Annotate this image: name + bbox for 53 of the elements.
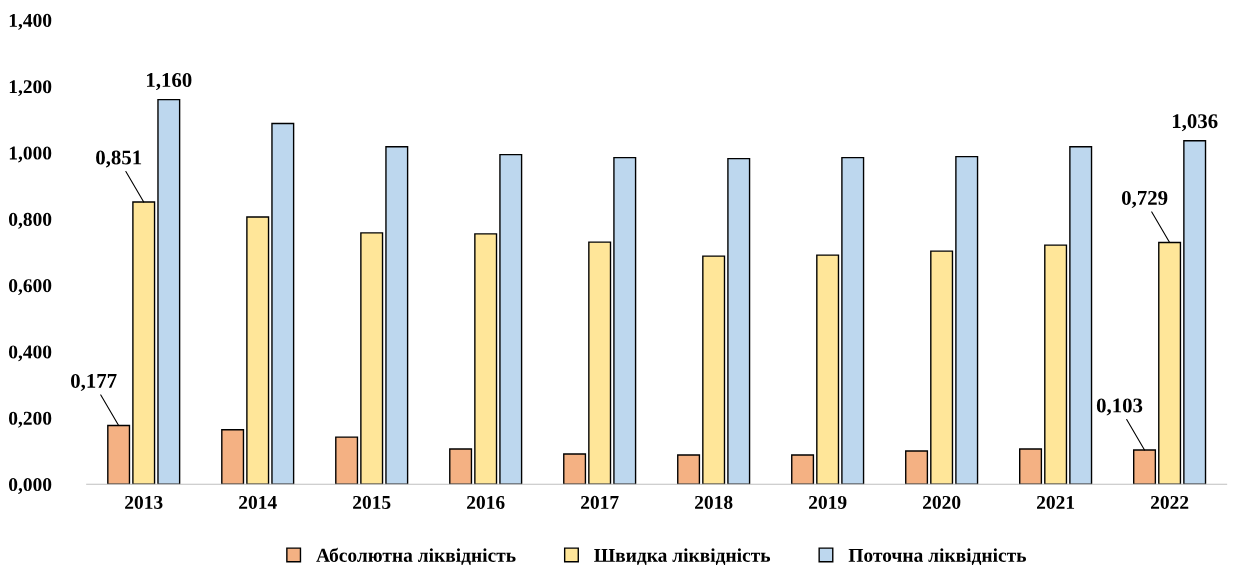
x-tick-label: 2013	[125, 495, 163, 509]
legend-label: Швидка ліквідність	[594, 548, 771, 566]
legend-label: Абсолютна ліквідність	[316, 547, 516, 566]
data-label: 0,851	[96, 150, 142, 168]
bar	[221, 429, 245, 485]
bar	[360, 232, 384, 485]
y-tick-label: 0,400	[9, 345, 52, 362]
data-label: 0,103	[1096, 398, 1143, 416]
bar	[157, 98, 181, 485]
legend-label: Поточна ліквідність	[848, 548, 1026, 566]
bar	[930, 250, 954, 485]
bar	[449, 448, 473, 485]
bar	[474, 233, 498, 485]
y-tick-label: 1,200	[9, 80, 52, 97]
x-tick-label: 2014	[239, 495, 277, 509]
bar	[702, 255, 726, 485]
bar	[791, 454, 815, 485]
x-tick-label: 2021	[1037, 495, 1075, 509]
bar	[246, 216, 270, 485]
x-tick-label: 2016	[467, 495, 505, 509]
y-tick-label: 0,000	[9, 478, 52, 494]
bar	[677, 454, 701, 485]
bar	[1044, 244, 1068, 485]
y-tick-label: 1,400	[9, 13, 52, 30]
bar	[816, 254, 840, 485]
bar	[1069, 146, 1093, 485]
bar	[905, 450, 929, 485]
bar	[499, 153, 523, 485]
data-label: 1,160	[147, 73, 192, 91]
bar	[271, 122, 295, 485]
bar	[727, 157, 751, 485]
bar	[955, 155, 979, 485]
data-label: 0,177	[71, 373, 117, 391]
y-tick-label: 0,800	[9, 212, 52, 229]
y-tick-label: 0,600	[9, 279, 52, 296]
x-tick-label: 2020	[923, 495, 961, 509]
bar	[613, 156, 637, 485]
bar	[1183, 140, 1207, 485]
bar	[1019, 448, 1043, 485]
x-tick-label: 2018	[695, 495, 733, 509]
x-tick-label: 2022	[1150, 495, 1189, 509]
x-tick-label: 2017	[581, 495, 619, 509]
x-tick-label: 2015	[353, 495, 391, 509]
bar	[385, 146, 409, 485]
x-tick-label: 2019	[809, 495, 847, 509]
y-tick-label: 1,000	[9, 146, 52, 163]
data-label: 0,729	[1121, 190, 1168, 208]
bar	[335, 436, 359, 485]
y-tick-label: 0,200	[9, 411, 52, 428]
bar	[563, 453, 587, 485]
data-label: 1,036	[1172, 114, 1218, 132]
bar	[588, 241, 612, 485]
bar	[841, 156, 865, 485]
